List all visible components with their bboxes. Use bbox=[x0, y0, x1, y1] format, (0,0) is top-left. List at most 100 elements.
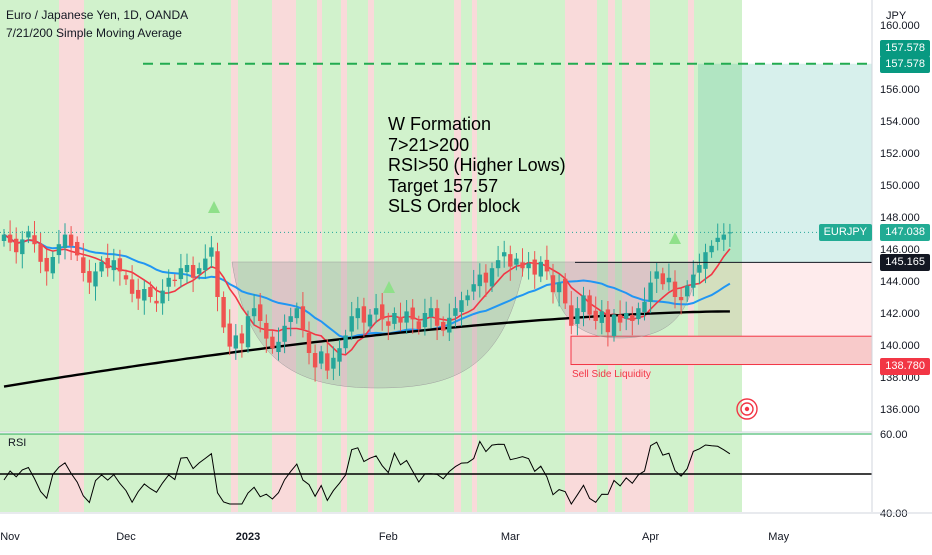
candle-body bbox=[556, 282, 562, 293]
bg-red-stripe bbox=[368, 0, 374, 432]
price-tick-label: 142.000 bbox=[880, 308, 920, 320]
candle-body bbox=[190, 265, 196, 278]
rsi-tick-label: 60.00 bbox=[880, 429, 908, 441]
rsi-bg-red-stripe bbox=[622, 434, 650, 512]
strategy-note: W Formation 7>21>200 RSI>50 (Higher Lows… bbox=[388, 114, 566, 217]
price-tick-label: 152.000 bbox=[880, 148, 920, 160]
target-badge-top: 157.578 bbox=[880, 40, 930, 57]
candle-body bbox=[563, 278, 568, 304]
target-badge: 157.578 bbox=[880, 56, 930, 73]
candle-body bbox=[154, 300, 159, 304]
candle-body bbox=[105, 257, 110, 269]
rsi-bg-red-stripe bbox=[59, 434, 84, 512]
candle-body bbox=[398, 316, 403, 323]
candle-body bbox=[111, 260, 116, 271]
alert-ring-mid bbox=[740, 402, 754, 416]
up-triangle-marker bbox=[669, 232, 681, 244]
candles bbox=[1, 220, 733, 382]
candle-body bbox=[508, 254, 513, 267]
candle-body bbox=[337, 348, 342, 362]
candle-body bbox=[544, 259, 550, 272]
symbol-title: Euro / Japanese Yen, 1D, OANDA bbox=[6, 8, 189, 22]
candle-body bbox=[99, 261, 104, 272]
rsi-bg-red-stripe bbox=[317, 434, 322, 512]
liquidity-label: Sell Side Liquidity bbox=[572, 369, 651, 380]
candle-body bbox=[636, 308, 641, 320]
candle-body bbox=[221, 297, 226, 328]
candle-body bbox=[160, 290, 165, 304]
candle-body bbox=[599, 311, 604, 323]
candle-body bbox=[569, 305, 574, 326]
note-line: Target 157.57 bbox=[388, 175, 499, 196]
bg-red-stripe bbox=[317, 0, 322, 432]
candle-body bbox=[331, 357, 336, 369]
candle-body bbox=[32, 235, 37, 245]
rsi-tick-label: 40.00 bbox=[880, 508, 908, 520]
bg-red-stripe bbox=[565, 0, 597, 432]
candle-body bbox=[282, 325, 287, 342]
candle-body bbox=[172, 279, 177, 281]
candle-body bbox=[605, 309, 611, 333]
candle-body bbox=[258, 304, 263, 321]
candle-body bbox=[62, 234, 68, 249]
time-tick-label: Dec bbox=[116, 531, 136, 543]
candle-body bbox=[14, 238, 19, 253]
candle-body bbox=[142, 289, 147, 301]
candle-body bbox=[184, 265, 190, 273]
candle-body bbox=[343, 335, 348, 349]
candle-body bbox=[227, 323, 232, 347]
rsi-bg-red-stripe bbox=[454, 434, 461, 512]
candle-body bbox=[178, 268, 184, 280]
note-line: RSI>50 (Higher Lows) bbox=[388, 155, 566, 175]
candle-body bbox=[727, 232, 733, 234]
rsi-bg-red-stripe bbox=[368, 434, 374, 512]
candle-body bbox=[129, 279, 135, 294]
rsi-bg-red-stripe bbox=[472, 434, 477, 512]
candle-body bbox=[270, 336, 275, 349]
candle-body bbox=[233, 335, 238, 349]
zones: Sell Side Liquidity bbox=[570, 63, 873, 380]
candle-body bbox=[678, 297, 684, 301]
candle-body bbox=[251, 308, 257, 317]
candle-body bbox=[380, 304, 385, 320]
candle-body bbox=[715, 237, 720, 242]
currency-label: JPY bbox=[886, 10, 907, 22]
candle-body bbox=[26, 231, 31, 238]
price-tick-label: 156.000 bbox=[880, 84, 920, 96]
candle-body bbox=[495, 260, 501, 269]
up-triangle-marker bbox=[383, 281, 395, 293]
candle-body bbox=[453, 308, 458, 316]
candle-body bbox=[355, 308, 360, 319]
candle-body bbox=[294, 308, 299, 319]
candle-body bbox=[709, 245, 714, 253]
candle-body bbox=[697, 265, 702, 273]
candle-body bbox=[538, 261, 543, 277]
price-tick-label: 146.000 bbox=[880, 244, 920, 256]
candle-body bbox=[209, 247, 214, 257]
candle-body bbox=[630, 314, 635, 321]
liquidity-badge: 138.780 bbox=[880, 358, 930, 375]
candle-body bbox=[239, 333, 245, 344]
candle-body bbox=[514, 258, 519, 265]
time-tick-label: Mar bbox=[501, 531, 520, 543]
candle-body bbox=[264, 322, 269, 339]
price-tick-label: 138.000 bbox=[880, 372, 920, 384]
candle-body bbox=[50, 257, 55, 274]
candle-body bbox=[312, 353, 318, 368]
candle-body bbox=[136, 289, 141, 299]
alert-ring-outer bbox=[736, 398, 758, 420]
note-line: SLS Order block bbox=[388, 196, 521, 216]
candle-body bbox=[38, 244, 43, 262]
level-lines bbox=[0, 62, 872, 263]
candle-body bbox=[148, 287, 153, 297]
candle-body bbox=[477, 274, 482, 287]
neckline-badge: 145.165 bbox=[880, 254, 930, 271]
candle-body bbox=[624, 313, 629, 319]
candle-body bbox=[483, 272, 489, 283]
rsi-bg-red-stripe bbox=[688, 434, 694, 512]
price-tick-label: 136.000 bbox=[880, 404, 920, 416]
candle-body bbox=[721, 234, 726, 240]
candle-body bbox=[166, 277, 171, 287]
rsi-label: RSI bbox=[8, 437, 26, 449]
